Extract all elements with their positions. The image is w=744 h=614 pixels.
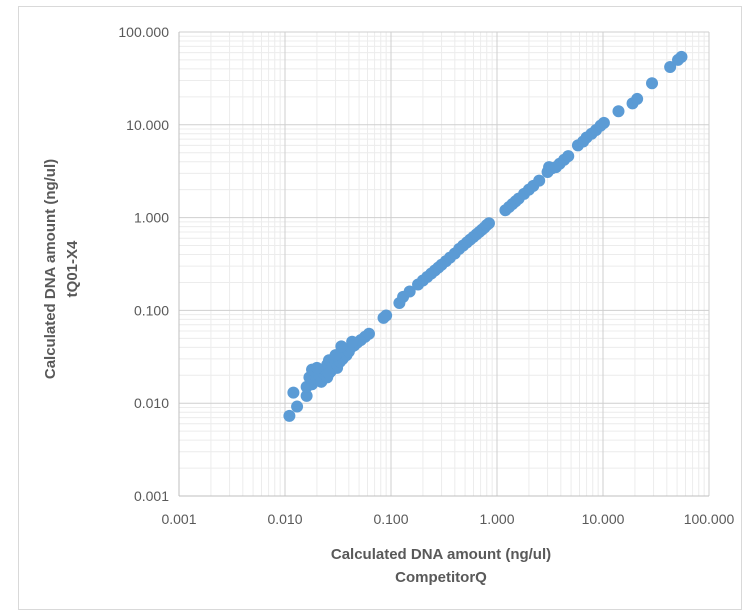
y-axis-title-line2: tQ01-X4 <box>64 240 81 297</box>
data-point <box>380 309 393 322</box>
y-tick-label: 0.100 <box>134 302 169 318</box>
data-point <box>310 361 323 374</box>
data-point <box>346 335 359 348</box>
data-point <box>482 217 495 230</box>
y-tick-label: 0.010 <box>134 395 169 411</box>
x-tick-label: 0.100 <box>373 511 408 527</box>
x-tick-label: 1.000 <box>479 511 514 527</box>
data-point <box>362 327 375 340</box>
data-point <box>287 386 300 399</box>
data-point <box>646 77 659 90</box>
gridlines <box>178 31 710 497</box>
x-axis-title-line1: Calculated DNA amount (ng/ul) <box>331 546 551 563</box>
data-point <box>597 116 610 129</box>
y-tick-label: 10.000 <box>126 117 169 133</box>
data-point <box>612 105 625 118</box>
x-tick-label: 10.000 <box>582 511 625 527</box>
data-point <box>335 340 348 353</box>
x-tick-labels: 0.001 0.010 0.100 1.000 10.000 100.000 <box>161 511 734 527</box>
data-points <box>283 50 688 422</box>
y-axis-title-line1: Calculated DNA amount (ng/ul) <box>42 159 59 379</box>
data-point <box>291 400 304 413</box>
axes <box>178 32 709 497</box>
y-tick-label: 1.000 <box>134 210 169 226</box>
data-point <box>631 92 644 105</box>
y-tick-label: 0.001 <box>134 488 169 504</box>
y-tick-labels: 0.001 0.010 0.100 1.000 10.000 100.000 <box>118 24 169 504</box>
data-point <box>664 60 677 73</box>
data-point <box>403 285 416 298</box>
x-tick-label: 100.000 <box>684 511 735 527</box>
data-point <box>533 174 546 187</box>
data-point <box>300 389 313 402</box>
x-axis-title-line2: CompetitorQ <box>395 569 487 586</box>
data-point <box>283 409 296 422</box>
x-tick-label: 0.001 <box>161 511 196 527</box>
data-point <box>562 150 575 163</box>
data-point <box>675 50 688 63</box>
data-point <box>329 349 342 362</box>
y-tick-label: 100.000 <box>118 24 169 40</box>
chart-area: 0.001 0.010 0.100 1.000 10.000 100.000 0.001 0… <box>18 6 742 610</box>
x-tick-label: 0.010 <box>267 511 302 527</box>
data-point <box>322 367 335 380</box>
